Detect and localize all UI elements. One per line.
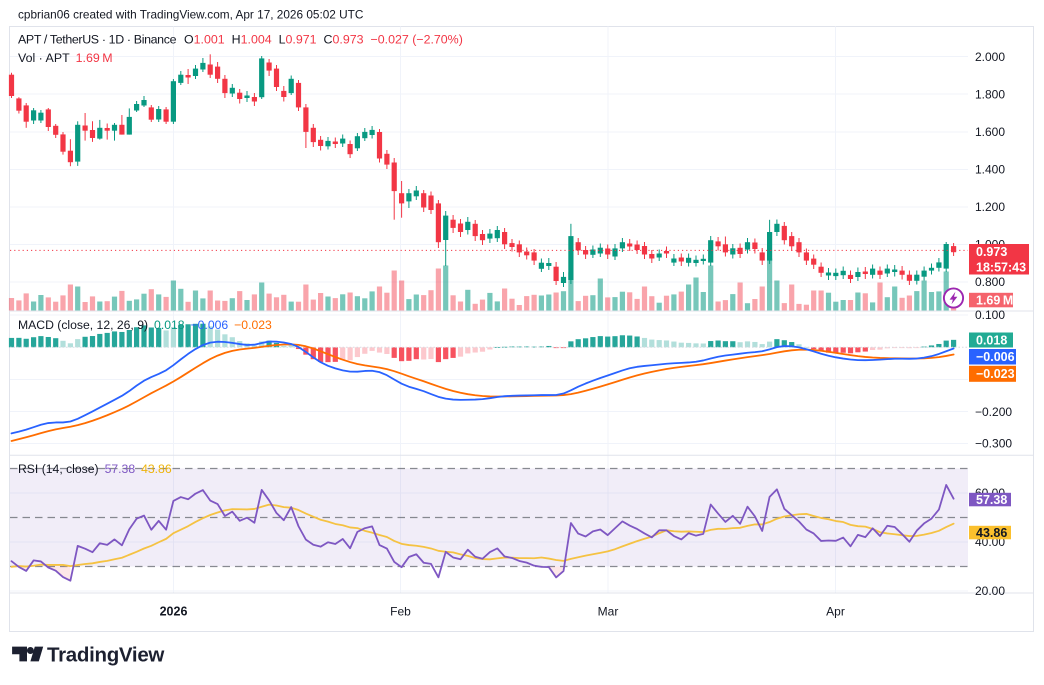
svg-text:−0.300: −0.300 [975, 437, 1012, 451]
svg-text:0.800: 0.800 [975, 275, 1005, 289]
svg-text:2.000: 2.000 [975, 50, 1005, 64]
svg-text:43.86: 43.86 [976, 526, 1007, 540]
svg-text:1.600: 1.600 [975, 125, 1005, 139]
svg-text:0.018: 0.018 [976, 333, 1007, 347]
svg-text:−0.200: −0.200 [975, 405, 1012, 419]
svg-text:0.973: 0.973 [976, 245, 1007, 259]
svg-text:20.00: 20.00 [975, 584, 1005, 598]
svg-text:MACD (close, 12, 26, 9)0.018−0: MACD (close, 12, 26, 9) 0.018 −0.006 −0.023 [18, 318, 272, 332]
svg-text:2026: 2026 [160, 605, 188, 619]
svg-text:−0.023: −0.023 [976, 367, 1015, 381]
svg-text:1.800: 1.800 [975, 88, 1005, 102]
svg-text:0.100: 0.100 [975, 308, 1005, 322]
svg-text:57.38: 57.38 [976, 493, 1007, 507]
svg-text:cpbrian06 created with Trading: cpbrian06 created with TradingView.com, … [18, 8, 364, 22]
svg-text:18:57:43: 18:57:43 [976, 260, 1026, 274]
svg-text:APT / TetherUS · 1D · Binance: APT / TetherUS · 1D · Binance [18, 33, 177, 47]
svg-text:Mar: Mar [598, 605, 619, 619]
svg-text:1.400: 1.400 [975, 163, 1005, 177]
svg-text:Feb: Feb [390, 605, 411, 619]
svg-text:1.69 M: 1.69 M [976, 293, 1013, 307]
svg-text:Apr: Apr [826, 605, 845, 619]
svg-text:1.200: 1.200 [975, 200, 1005, 214]
svg-text:TradingView: TradingView [47, 644, 164, 667]
svg-text:−0.006: −0.006 [976, 350, 1015, 364]
